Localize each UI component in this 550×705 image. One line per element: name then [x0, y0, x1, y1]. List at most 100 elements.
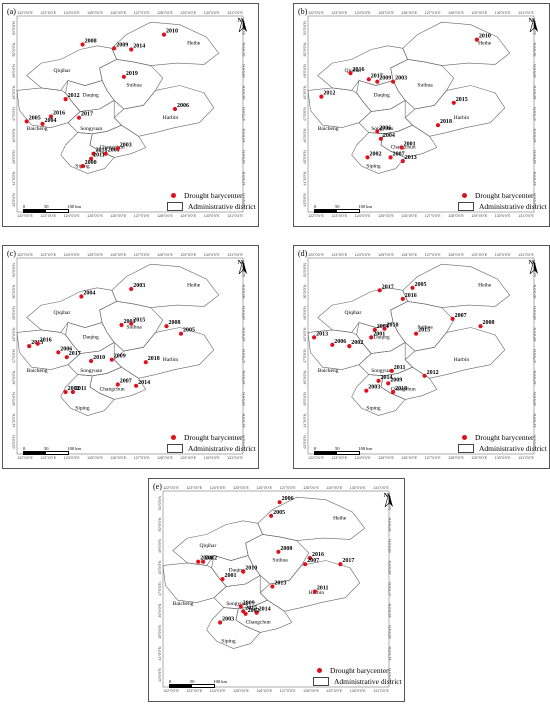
lat-tick-label-left: 46°0'0"N [12, 370, 16, 384]
barycenter-point-2016 [400, 296, 405, 301]
city-labels: Heihe Qiqihar Suihua Daqing Harbin Baicheng So… [173, 516, 347, 645]
lat-tick-label-right: 46°0'0"N [242, 370, 246, 384]
lat-tick-label-right: 48°0'0"N [388, 560, 392, 574]
lat-tick-label-left: 47°0'0"N [12, 349, 16, 363]
map-panel-b: Heihe Qiqihar Suihua Daqing Harbin Baicheng So… [293, 3, 550, 227]
lon-tick-label-top: 124°0'0"E [64, 253, 80, 257]
barycenter-point-2003 [115, 146, 120, 151]
legend-district: Administrative district [334, 677, 402, 686]
scale-bar: 0 50 100 km [314, 445, 372, 455]
lat-tick-label-left: 43°0'0"N [303, 435, 307, 449]
lon-tick-label-bottom: 124°0'0"E [64, 456, 80, 460]
lon-tick-label-bottom: 128°0'0"E [157, 456, 173, 460]
barycenter-point-2010 [474, 37, 479, 42]
city-labels: Heihe Qiqihar Suihua Daqing Harbin Baicheng So… [27, 283, 201, 412]
city-label-songyuan: Songyuan [80, 126, 102, 132]
lon-tick-label-top: 124°0'0"E [355, 253, 371, 257]
lon-tick-label-bottom: 126°0'0"E [401, 456, 417, 460]
barycenter-point-2013 [400, 159, 405, 164]
scale-bar: 0 50 100 km [23, 445, 81, 455]
scale-label-100: 100 km [358, 204, 372, 209]
barycenter-year-label: 2002 [351, 340, 363, 346]
lon-tick-label-bottom: 129°0'0"E [471, 214, 487, 218]
lat-tick-label-right: 47°0'0"N [533, 107, 537, 121]
lat-tick-label-left: 49°0'0"N [12, 64, 16, 78]
barycenter-point-2005 [410, 285, 415, 290]
barycenter-year-label: 2005 [273, 510, 285, 516]
district-boundary-harbin [113, 327, 215, 379]
city-label-heihe: Heihe [187, 41, 201, 47]
scale-label-0: 0 [23, 446, 26, 451]
north-label: N [528, 260, 533, 266]
barycenter-year-label: 2004 [377, 324, 389, 330]
lon-tick-label-bottom: 125°0'0"E [378, 456, 394, 460]
lat-tick-label-left: 50°0'0"N [12, 42, 16, 56]
coordinate-ticks: 122°0'0"E 122°0'0"E 123°0'0"E 123°0'0"E 124°… [12, 253, 246, 460]
district-swatch-icon [313, 677, 329, 686]
map-panel-a: Heihe Qiqihar Suihua Daqing Harbin Baicheng So… [2, 3, 259, 227]
lat-tick-label-left: 50°0'0"N [158, 517, 162, 531]
barycenter-point-2004 [378, 136, 383, 141]
map-svg: Heihe Qiqihar Suihua Daqing Harbin Baicheng So… [303, 11, 537, 218]
barycenter-year-label: 2009 [114, 354, 126, 360]
barycenter-point-2010 [161, 32, 167, 37]
lat-tick-label-left: 51°0'0"N [12, 263, 16, 277]
lat-tick-label-left: 50°0'0"N [303, 284, 307, 298]
barycenter-point-2013 [312, 335, 317, 340]
scale-bar: 0 50 100 km [314, 203, 372, 213]
scale-bar-graphic [169, 684, 215, 688]
lon-tick-label-top: 128°0'0"E [157, 11, 173, 15]
district-boundaries [162, 496, 366, 649]
lat-tick-label-left: 44°0'0"N [12, 413, 16, 427]
lon-tick-label-top: 131°0'0"E [518, 11, 534, 15]
barycenter-year-label: 2006 [60, 346, 72, 352]
lat-tick-label-left: 48°0'0"N [12, 327, 16, 341]
barycenter-year-label: 2009 [379, 76, 391, 82]
scale-label-50: 50 [190, 679, 195, 684]
barycenter-year-label: 2014 [381, 375, 393, 381]
barycenter-point-2011 [312, 589, 317, 594]
barycenter-point-2009 [375, 79, 380, 84]
barycenter-year-label: 2005 [183, 328, 195, 334]
north-arrow-icon [529, 260, 538, 274]
barycenter-point-2014 [134, 383, 139, 388]
legend-district: Administrative district [479, 444, 547, 453]
lon-tick-label-top: 122°0'0"E [308, 253, 324, 257]
lat-tick-label-right: 44°0'0"N [533, 171, 537, 185]
lat-tick-label-left: 44°0'0"N [303, 171, 307, 185]
lat-tick-label-right: 47°0'0"N [533, 349, 537, 363]
barycenter-year-label: 2016 [312, 552, 324, 558]
district-boundary-qiqihar [172, 520, 263, 566]
lon-tick-label-top: 126°0'0"E [110, 11, 126, 15]
district-boundary-baicheng [162, 562, 227, 603]
lon-tick-label-top: 129°0'0"E [471, 11, 487, 15]
barycenter-year-label: 2011 [317, 586, 329, 592]
lon-tick-label-top: 125°0'0"E [87, 11, 103, 15]
scale-labels: 0 50 100 km [169, 679, 227, 684]
barycenter-point-2009 [109, 357, 114, 362]
lat-tick-label-left: 47°0'0"N [158, 582, 162, 596]
lat-tick-label-left: 45°0'0"N [12, 150, 16, 164]
lon-tick-label-top: 122°0'0"E [17, 253, 33, 257]
barycenter-year-label: 2014 [133, 44, 145, 50]
legend-barycenter: Drought barycenter [184, 191, 243, 200]
coordinate-ticks: 122°0'0"E 122°0'0"E 123°0'0"E 123°0'0"E 124°… [12, 11, 246, 218]
scale-labels: 0 50 100 km [23, 204, 81, 209]
lat-tick-label-right: 44°0'0"N [533, 413, 537, 427]
lon-tick-label-bottom: 131°0'0"E [227, 456, 243, 460]
scale-bar-graphic [314, 209, 360, 213]
barycenter-year-label: 2008 [483, 320, 495, 326]
city-label-qiqihar: Qiqihar [345, 310, 362, 316]
city-label-suihua: Suihua [272, 558, 288, 564]
legend: Drought barycenter Administrative distri… [458, 432, 547, 454]
lat-tick-label-left: 50°0'0"N [303, 42, 307, 56]
lat-tick-label-right: 47°0'0"N [388, 582, 392, 596]
barycenter-year-label: 2010 [479, 34, 491, 40]
barycenter-point-2008 [478, 324, 483, 329]
barycenter-year-label: 2018 [96, 148, 108, 154]
legend: Drought barycenter Administrative distri… [458, 190, 547, 212]
barycenter-year-label: 2011 [75, 386, 87, 392]
lon-tick-label-top: 128°0'0"E [448, 253, 464, 257]
lat-tick-label-left: 45°0'0"N [12, 392, 16, 406]
barycenter-point-2004 [40, 121, 45, 126]
